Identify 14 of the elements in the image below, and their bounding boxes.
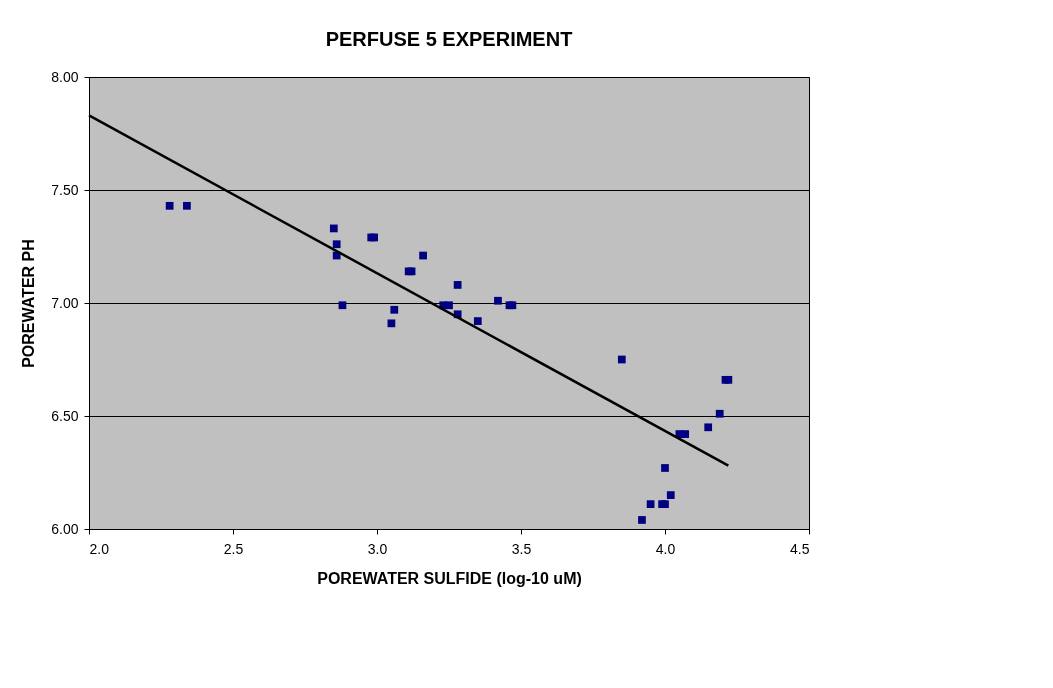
y-axis-title: POREWATER PH [20, 239, 38, 368]
x-tick-label: 4.0 [655, 540, 676, 557]
y-tick-label: 6.00 [51, 520, 79, 537]
y-tick-label: 7.50 [51, 181, 79, 198]
x-tick-label: 3.5 [511, 540, 532, 557]
x-tick-label: 4.5 [790, 540, 810, 557]
y-tick-label: 8.00 [51, 68, 79, 85]
x-axis-title: POREWATER SULFIDE (log-10 uM) [317, 569, 582, 587]
x-tick-label: 2.0 [89, 540, 110, 557]
y-tick-label: 6.50 [51, 407, 79, 424]
x-tick-label: 2.5 [223, 540, 244, 557]
y-tick-label: 7.00 [51, 294, 79, 311]
x-tick-label: 3.0 [367, 540, 388, 557]
chart-title: PERFUSE 5 EXPERIMENT [325, 28, 573, 50]
